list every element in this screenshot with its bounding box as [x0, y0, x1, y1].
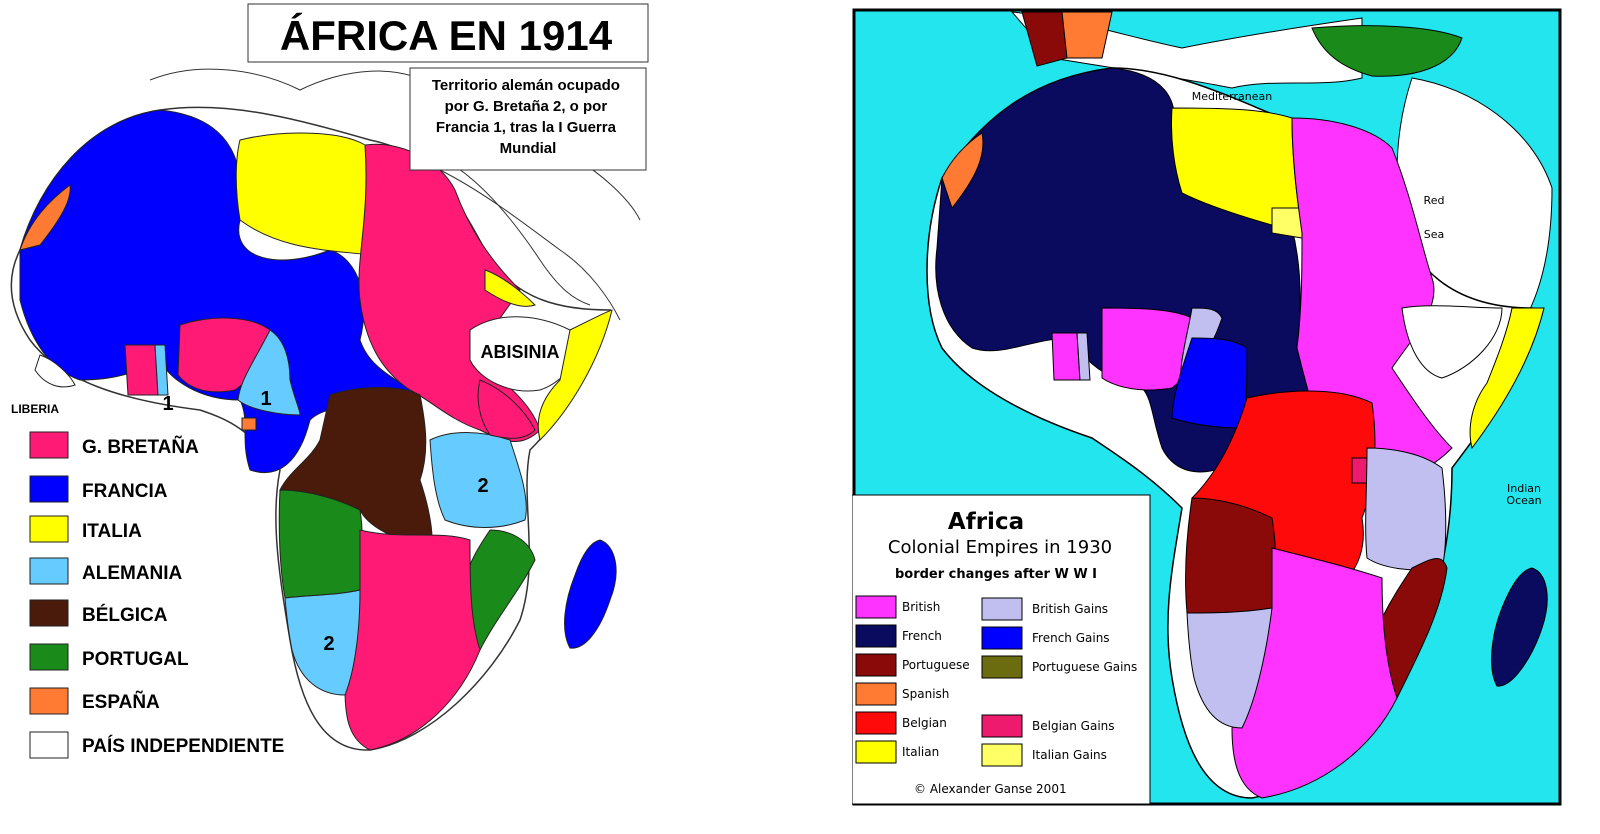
legend-item: Portuguese	[855, 653, 970, 677]
legend-1930: British British Gains French French Gain…	[855, 595, 1137, 767]
note-line: Francia 1, tras la I Guerra	[436, 119, 617, 136]
legend-item: PORTUGAL	[29, 643, 189, 671]
note-line: por G. Bretaña 2, o por	[445, 98, 608, 115]
note-line: Territorio alemán ocupado	[432, 77, 620, 94]
region-espana-sahara	[19, 184, 71, 251]
region-spain-iberia	[1061, 11, 1113, 59]
label-one-togo: 1	[162, 393, 173, 415]
region-portugal-angola	[278, 489, 363, 599]
legend-title: Africa	[948, 509, 1024, 535]
legend-item: BÉLGICA	[29, 599, 168, 627]
map-title: ÁFRICA EN 1914	[280, 12, 613, 59]
region-gbretana-africa-oriental	[477, 379, 536, 439]
legend-item: Italian Gains	[981, 743, 1107, 767]
legend-item: Portuguese Gains	[981, 655, 1137, 679]
region-alemania-togo	[154, 344, 169, 396]
legend-label: French	[902, 629, 942, 643]
legend-label: ALEMANIA	[82, 563, 183, 584]
legend-label: PORTUGAL	[82, 649, 189, 670]
note-text: Territorio alemán ocupado por G. Bretaña…	[432, 77, 624, 157]
region-british-gains-southwest	[1186, 607, 1273, 729]
region-gbretana-costa-oro	[124, 344, 159, 396]
arabia-outline	[439, 169, 621, 321]
title-box	[247, 3, 649, 63]
region-british-gains-east	[1365, 447, 1447, 571]
africa-1914-svg: ÁFRICA EN 1914 Territorio alemán ocupado…	[0, 0, 660, 834]
legend-label: ITALIA	[82, 521, 142, 542]
region-italia-somalia	[537, 309, 613, 441]
legend-item: G. BRETAÑA	[29, 431, 199, 459]
label-sea: Sea	[1424, 228, 1445, 241]
legend-label: Portuguese Gains	[1032, 660, 1137, 674]
legend-subtitle: Colonial Empires in 1930	[888, 537, 1112, 558]
legend-item: Belgian Gains	[981, 714, 1115, 738]
legend-label: British	[902, 600, 940, 614]
legend-subtitle2: border changes after W W I	[895, 567, 1097, 582]
legend-label: Italian Gains	[1032, 748, 1107, 762]
legend-item: ALEMANIA	[29, 557, 183, 585]
region-italian-gains	[1271, 207, 1303, 239]
legend-label: FRANCIA	[82, 481, 168, 502]
region-portuguese-angola	[1185, 497, 1277, 614]
legend-label: British Gains	[1032, 602, 1108, 616]
region-italian-somalia	[1469, 307, 1545, 450]
region-british-gains-togo	[1076, 332, 1091, 381]
label-indian: Indian	[1507, 482, 1541, 495]
region-liberia	[34, 354, 76, 388]
note-box	[409, 67, 647, 171]
legend-1914: G. BRETAÑA FRANCIA ITALIA ALEMANIA BÉLGI…	[29, 431, 284, 759]
label-red: Red	[1424, 194, 1445, 207]
legend-item: French	[855, 624, 942, 648]
region-alemania-sudoeste	[284, 589, 361, 696]
region-alemania-africa-oriental	[429, 432, 527, 528]
note-line: Mundial	[500, 140, 557, 157]
region-ethiopia	[1401, 305, 1503, 379]
region-british-goldcoast	[1051, 332, 1081, 381]
legend-item: British	[855, 595, 940, 619]
legend-label: Belgian	[902, 716, 947, 730]
credit-text: © Alexander Ganse 2001	[914, 782, 1067, 796]
region-belgian-gains	[1351, 457, 1368, 484]
label-ocean: Ocean	[1506, 494, 1541, 507]
africa-1914-map: ÁFRICA EN 1914 Territorio alemán ocupado…	[0, 0, 660, 834]
legend-item: FRANCIA	[29, 475, 168, 503]
label-two-east: 2	[477, 475, 488, 497]
legend-label: Portuguese	[902, 658, 970, 672]
legend-label: BÉLGICA	[82, 604, 168, 626]
region-spanish-sahara	[941, 132, 984, 210]
legend-item: PAÍS INDEPENDIENTE	[29, 731, 284, 759]
label-abisinia: ABISINIA	[480, 342, 559, 362]
legend-item: Belgian	[855, 711, 947, 735]
legend-item: ITALIA	[29, 515, 142, 543]
region-french-madagascar	[1491, 567, 1548, 687]
legend-item: Spanish	[855, 682, 949, 706]
legend-label: French Gains	[1032, 631, 1110, 645]
legend-item: French Gains	[981, 626, 1110, 650]
legend-label: Belgian Gains	[1032, 719, 1115, 733]
region-espana-guinea	[241, 417, 257, 431]
legend-label: ESPAÑA	[82, 691, 160, 713]
africa-1930-map: Mediterranean Red Sea Indian Ocean Afric…	[852, 8, 1592, 826]
legend-label: G. BRETAÑA	[82, 436, 199, 458]
region-francia-madagascar	[564, 539, 617, 649]
legend-item: British Gains	[981, 597, 1108, 621]
region-alemania-camerun	[237, 329, 301, 416]
legend-label: PAÍS INDEPENDIENTE	[82, 735, 284, 757]
label-one-camerun: 1	[260, 388, 271, 410]
label-mediterranean: Mediterranean	[1192, 90, 1272, 103]
africa-1930-svg: Mediterranean Red Sea Indian Ocean Afric…	[852, 8, 1592, 826]
label-two-southwest: 2	[323, 633, 334, 655]
legend-item: Italian	[855, 740, 939, 764]
region-italia-eritrea	[484, 269, 536, 307]
region-turkey	[1311, 25, 1463, 77]
legend-label: Spanish	[902, 687, 949, 701]
legend-label: Italian	[902, 745, 939, 759]
label-liberia: LIBERIA	[11, 402, 59, 416]
legend-item: ESPAÑA	[29, 687, 160, 715]
